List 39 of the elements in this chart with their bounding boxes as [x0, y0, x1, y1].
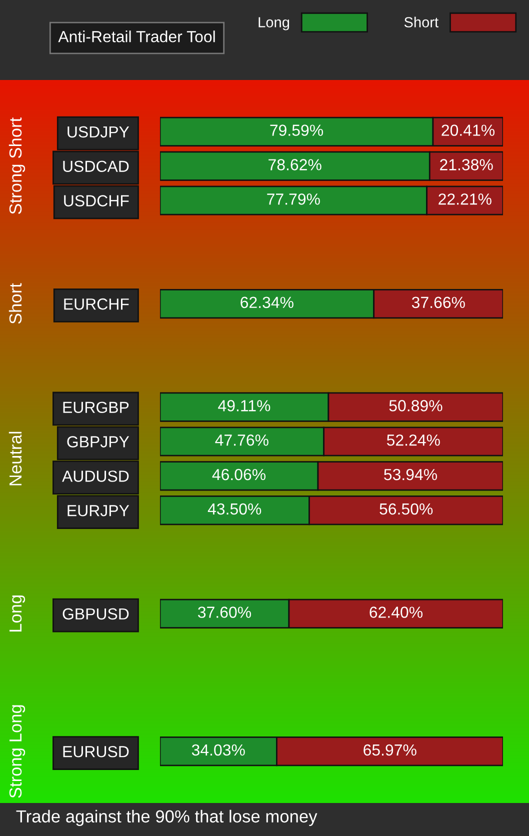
text: Strong Long [9, 705, 26, 798]
data-label: 79.59% [270, 124, 324, 136]
data-label: 34.03% [192, 744, 245, 756]
y-tick-label: EURGBP [63, 402, 129, 414]
data-label: 77.79% [267, 193, 320, 205]
y-tick-label: USDCHF [64, 195, 129, 206]
y-tick-label: EURCHF [64, 298, 129, 310]
text: Trade against the 90% that lose money [16, 810, 318, 826]
data-label: 65.97% [364, 744, 416, 756]
data-label: 62.34% [240, 296, 294, 308]
data-label: 53.94% [384, 468, 438, 480]
data-label: 49.11% [218, 400, 270, 412]
chart-title: Anti-Retail Trader Tool [58, 30, 215, 42]
text: Long [10, 595, 26, 632]
y-tick-label: EURUSD [63, 746, 129, 758]
y-tick-label: GBPUSD [62, 608, 129, 620]
data-label: 21.38% [440, 159, 493, 170]
data-label: 22.21% [438, 193, 492, 205]
data-label: 56.50% [380, 503, 433, 515]
data-label: 46.06% [212, 468, 266, 480]
y-tick-label: AUDUSD [62, 470, 129, 482]
text: Short [8, 283, 22, 324]
data-label: 78.62% [268, 159, 322, 170]
y-tick-label: USDJPY [68, 126, 130, 138]
legend-label: Long [258, 17, 290, 30]
text: Strong Short [8, 117, 26, 214]
data-label: 43.50% [208, 503, 262, 515]
data-label: 37.66% [412, 296, 465, 308]
legend-label: Short [404, 16, 438, 28]
text: Neutral [8, 432, 22, 486]
data-label: 20.41% [442, 124, 495, 136]
y-tick-label: GBPJPY [67, 436, 130, 448]
data-label: 47.76% [215, 434, 268, 446]
data-label: 50.89% [389, 400, 442, 412]
data-label: 37.60% [198, 606, 252, 618]
data-label: 62.40% [370, 606, 423, 618]
y-tick-label: USDCAD [63, 160, 129, 172]
y-tick-label: EURJPY [68, 505, 130, 516]
data-label: 52.24% [386, 434, 440, 446]
